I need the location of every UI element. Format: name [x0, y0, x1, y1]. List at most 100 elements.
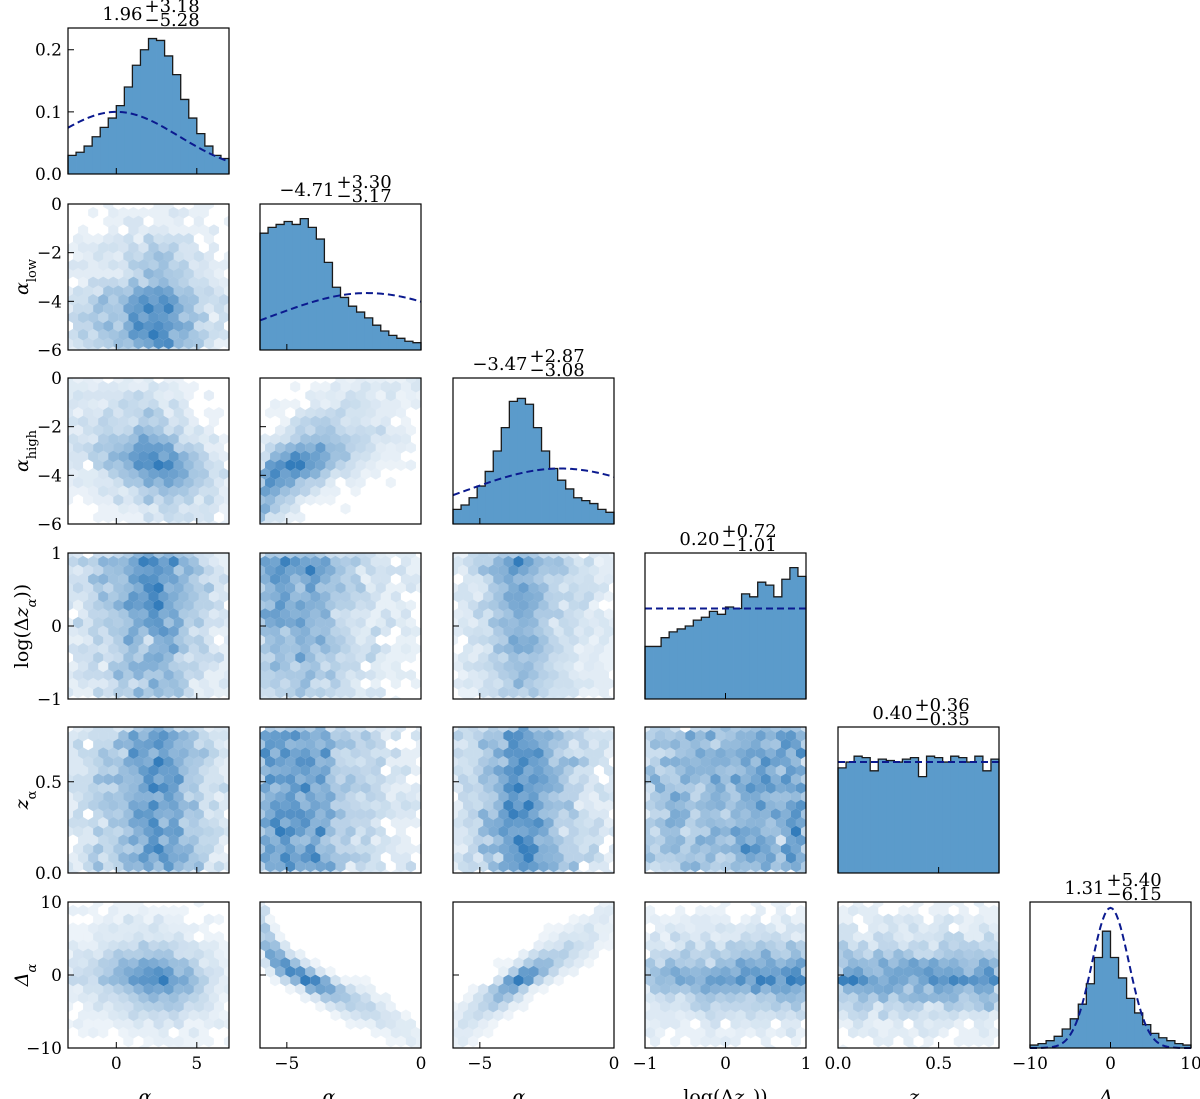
- hex-cell: [578, 582, 589, 594]
- hex-cell: [468, 564, 479, 577]
- hex-cell: [138, 957, 149, 969]
- hex-cell: [73, 669, 84, 681]
- hex-cell: [315, 669, 326, 681]
- hex-cell: [513, 695, 524, 699]
- hex-cell: [588, 553, 599, 559]
- hex-cell: [458, 825, 469, 838]
- hex-cell: [68, 389, 74, 402]
- hex-cell: [730, 860, 741, 873]
- hex-cell: [370, 380, 381, 393]
- hex-cell: [88, 974, 99, 987]
- hex-cell: [183, 233, 194, 245]
- hex-cell: [488, 1018, 499, 1030]
- hex-cell: [375, 860, 386, 873]
- hex-cell: [558, 790, 569, 803]
- hex-cell: [978, 922, 989, 934]
- hex-cell: [103, 424, 114, 437]
- hex-cell: [375, 424, 386, 437]
- hex-cell: [93, 599, 104, 612]
- panel-hex-dalpha-alpha_z: −10010Δα05αz: [11, 893, 230, 1099]
- hex-cell: [300, 677, 311, 690]
- hex-cell: [158, 817, 169, 829]
- hex-cell: [458, 756, 469, 768]
- hex-cell: [568, 669, 579, 681]
- hist-bar: [292, 224, 301, 350]
- hex-cell: [223, 825, 229, 838]
- hex-cell: [355, 564, 366, 577]
- hex-cell: [695, 747, 706, 759]
- hex-cell: [208, 851, 219, 864]
- hex-cell: [563, 695, 574, 699]
- hex-cell: [785, 1009, 796, 1022]
- hex-cell: [680, 790, 691, 803]
- hex-cell: [285, 860, 296, 873]
- hex-cell: [178, 851, 189, 864]
- hex-cell: [453, 799, 464, 812]
- hex-cell: [320, 643, 331, 655]
- x-tick-label: 0: [609, 1054, 620, 1074]
- hist-bar: [701, 617, 710, 699]
- hex-cell: [148, 485, 159, 498]
- hex-cell: [103, 808, 114, 820]
- y-tick-label: −2: [37, 244, 62, 264]
- x-axis-label-text: Δα: [1098, 1086, 1122, 1099]
- hex-cell: [863, 931, 874, 943]
- hex-cell: [488, 860, 499, 873]
- hex-cell: [153, 738, 164, 751]
- hex-cell: [158, 922, 169, 934]
- panel-frame: [259, 203, 422, 351]
- hex-cell: [330, 834, 341, 847]
- hex-cell: [113, 651, 124, 664]
- hex-cell: [113, 843, 124, 855]
- hex-cell: [695, 1026, 706, 1039]
- hex-cell: [370, 782, 381, 794]
- hex-cell: [340, 433, 351, 445]
- hex-cell: [665, 729, 676, 742]
- hex-cell: [498, 773, 509, 786]
- hex-cell: [330, 590, 341, 603]
- panel-frame: [259, 377, 422, 525]
- hex-cell: [218, 573, 229, 585]
- hex-cell: [838, 974, 849, 987]
- hex-cells: [68, 204, 229, 350]
- hex-cell: [838, 1018, 844, 1030]
- hex-cell: [380, 729, 391, 742]
- panel-frame: [837, 726, 1000, 874]
- hex-cell: [335, 378, 346, 384]
- hex-cell: [138, 206, 149, 219]
- hex-cell: [113, 616, 124, 629]
- hex-cell: [513, 729, 524, 742]
- hex-cell: [395, 616, 406, 629]
- hex-cell: [275, 441, 286, 454]
- hex-cell: [795, 851, 806, 864]
- hex-cell: [745, 922, 756, 934]
- hex-cell: [315, 790, 326, 803]
- hex-cell: [563, 573, 574, 585]
- hex-cell: [178, 1026, 189, 1039]
- hex-cell: [533, 869, 544, 873]
- prior-curve: [259, 292, 422, 322]
- hex-cell: [775, 1009, 786, 1022]
- hex-cell: [690, 825, 701, 838]
- hex-cell: [198, 939, 209, 952]
- hex-cell: [295, 441, 306, 454]
- hex-cell: [213, 459, 224, 471]
- hex-cell: [588, 913, 599, 926]
- hex-cell: [290, 729, 301, 742]
- hex-cell: [178, 817, 189, 829]
- hex-cell: [720, 790, 731, 803]
- hist-bar: [1046, 1040, 1055, 1048]
- y-tick-label: −10: [26, 1039, 62, 1059]
- hex-cell: [68, 922, 79, 934]
- hex-cell: [260, 450, 271, 463]
- hex-cell: [355, 476, 366, 489]
- hex-cell: [163, 215, 174, 228]
- hex-cell: [415, 790, 421, 803]
- hex-cell: [128, 817, 139, 829]
- hex-cell: [295, 564, 306, 577]
- hex-cell: [380, 992, 391, 1004]
- hex-cell: [143, 476, 154, 489]
- hex-cell: [340, 380, 351, 393]
- hex-cell: [355, 738, 366, 751]
- hex-cell: [295, 860, 306, 873]
